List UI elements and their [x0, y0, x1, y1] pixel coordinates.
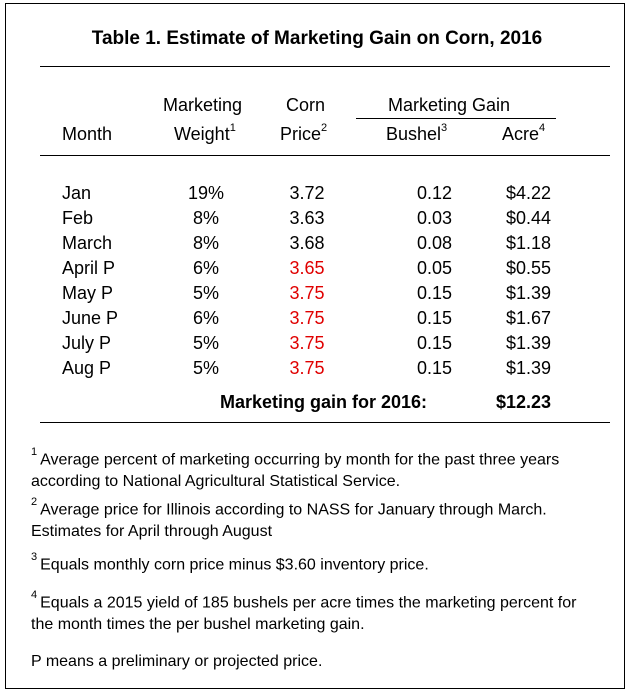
cell-acre: $1.18 [505, 233, 551, 253]
cell-bushel: 0.15 [416, 308, 452, 328]
header-price-top: Corn [286, 95, 326, 115]
cell-bushel: 0.15 [416, 358, 452, 378]
cell-price-projected: 3.65 [289, 258, 325, 278]
header-weight-bottom: Weight1 [174, 122, 236, 144]
footnote-4: 4 Equals a 2015 yield of 185 bushels per … [31, 589, 577, 634]
cell-price: 3.68 [289, 233, 325, 253]
cell-month: Jan [62, 183, 92, 203]
cell-weight: 6% [192, 308, 219, 328]
header-rule [40, 155, 610, 156]
header-bushel: Bushel3 [386, 122, 448, 144]
footnote-1: 1 Average percent of marketing occurring … [31, 446, 560, 491]
cell-month: June P [62, 308, 119, 328]
cell-acre: $4.22 [505, 183, 551, 203]
cell-bushel: 0.08 [416, 233, 452, 253]
footnote-marker-2: 2 [321, 122, 328, 134]
cell-weight: 5% [192, 283, 219, 303]
cell-bushel: 0.12 [416, 183, 452, 203]
footnote-number: 3 [31, 551, 38, 563]
total-value: $12.23 [495, 392, 551, 412]
footnote-marker-4: 4 [539, 122, 546, 134]
cell-weight: 8% [192, 233, 219, 253]
cell-weight: 19% [187, 183, 225, 203]
cell-bushel: 0.15 [416, 333, 452, 353]
cell-acre: $0.55 [505, 258, 551, 278]
header-acre: Acre4 [502, 122, 546, 144]
header-month: Month [62, 124, 113, 144]
cell-acre: $0.44 [505, 208, 551, 228]
footnote-number: 4 [31, 589, 38, 601]
footnote-2: 2 Average price for Illinois according to… [31, 496, 547, 541]
cell-bushel: 0.03 [416, 208, 452, 228]
cell-weight: 8% [192, 208, 219, 228]
footnote-marker-1: 1 [229, 122, 236, 134]
table-title: Table 1. Estimate of Marketing Gain on C… [91, 28, 543, 49]
cell-month: April P [62, 258, 116, 278]
table-frame [5, 3, 625, 689]
header-price-bottom: Price2 [280, 122, 328, 144]
footer-rule [40, 422, 610, 423]
footnote-p: P means a preliminary or projected price… [31, 653, 323, 670]
cell-month: July P [62, 333, 112, 353]
footnote-marker-3: 3 [441, 122, 448, 134]
cell-weight: 5% [192, 358, 219, 378]
cell-price: 3.72 [289, 183, 325, 203]
cell-acre: $1.67 [505, 308, 551, 328]
header-gain-group: Marketing Gain [388, 95, 511, 115]
cell-price-projected: 3.75 [289, 283, 325, 303]
cell-price: 3.63 [289, 208, 325, 228]
cell-month: Aug P [62, 358, 112, 378]
footnote-number: 2 [31, 496, 38, 508]
cell-weight: 6% [192, 258, 219, 278]
cell-acre: $1.39 [505, 283, 551, 303]
header-weight-top: Marketing [163, 95, 243, 115]
footnote-number: 1 [31, 446, 38, 458]
cell-price-projected: 3.75 [289, 333, 325, 353]
cell-month: March [62, 233, 113, 253]
cell-acre: $1.39 [505, 358, 551, 378]
cell-month: May P [62, 283, 114, 303]
cell-price-projected: 3.75 [289, 358, 325, 378]
title-rule [40, 66, 610, 67]
cell-weight: 5% [192, 333, 219, 353]
cell-bushel: 0.05 [416, 258, 452, 278]
footnote-3: 3 Equals monthly corn price minus $3.60 i… [31, 551, 429, 574]
total-label: Marketing gain for 2016: [220, 392, 428, 412]
cell-price-projected: 3.75 [289, 308, 325, 328]
gain-group-rule [356, 118, 556, 119]
cell-month: Feb [62, 208, 94, 228]
cell-bushel: 0.15 [416, 283, 452, 303]
cell-acre: $1.39 [505, 333, 551, 353]
